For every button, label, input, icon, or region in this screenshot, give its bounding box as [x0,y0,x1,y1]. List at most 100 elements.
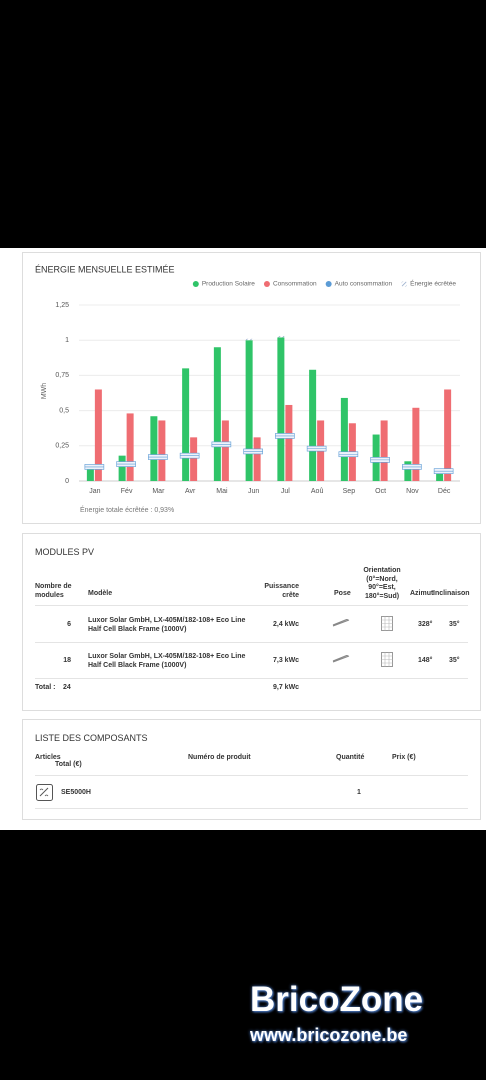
cell: 2,4 kWc [273,621,300,628]
legend-label: Consommation [273,281,317,288]
cell: 328° [418,621,433,628]
divider [35,808,468,809]
column-header: Orientation (0°=Nord, 90°=Est, 180°=Sud) [363,567,401,600]
x-tick-label: Sep [343,488,356,495]
watermark-brand: BricoZone [250,980,424,1019]
consumption-bar [221,420,229,481]
total-label: Total : [35,684,56,691]
production-bar [182,368,190,481]
column-header: Total (€) [55,761,82,768]
cell: Luxor Solar GmbH, LX-405M/182-108+ Eco L… [88,617,246,633]
legend-swatch [401,281,408,287]
self-consumption-mark [179,452,200,459]
consumption-bar [190,437,198,481]
consumption-bar [444,389,452,481]
cell: 1 [357,789,361,796]
panel-icon [381,616,393,631]
chart-title: ÉNERGIE MENSUELLE ESTIMÉE [35,264,175,274]
legend-swatch [192,281,199,287]
cell: 148° [418,657,433,664]
y-tick-label: 1 [65,337,69,344]
production-bar [245,340,253,481]
y-tick-label: 0 [65,478,69,485]
column-header: Prix (€) [392,754,416,761]
y-tick-label: 1,25 [55,302,69,309]
components-card: LISTE DES COMPOSANTS Articles Numéro de … [22,719,481,820]
modules-card: MODULES PV Nombre de modules Modèle Puis… [22,533,481,711]
self-consumption-mark [116,461,136,467]
cell: 18 [63,657,71,664]
legend-label: Énergie écrêtée [410,279,456,288]
self-consumption-mark [306,445,327,452]
x-tick-label: Aoû [311,488,324,495]
production-bar [150,416,158,481]
self-consumption-mark [370,457,390,463]
production-bar [340,397,348,481]
column-header: Articles [35,754,61,761]
x-tick-label: Jun [248,488,259,495]
consumption-bar [94,389,102,481]
x-tick-label: Nov [406,488,419,495]
divider [35,642,468,643]
consumption-bar [158,420,166,481]
x-tick-label: Jul [281,488,290,495]
annotation: Énergie totale écrêtée : 0,93% [80,505,174,514]
column-header: Quantité [336,754,365,761]
panel-icon [381,652,393,667]
y-axis-label: MWh [41,383,48,399]
inverter-icon [36,784,53,801]
total-count: 24 [63,684,71,691]
consumption-bar [253,437,261,481]
consumption-bar [412,407,420,481]
production-bar [309,369,317,481]
section-title: MODULES PV [35,547,95,557]
y-tick-label: 0,5 [59,407,69,414]
divider [35,678,468,679]
watermark-url: www.bricozone.be [250,1025,408,1045]
production-bar [213,347,221,481]
x-tick-label: Avr [185,488,196,495]
self-consumption-mark [148,454,168,460]
legend-swatch [325,281,332,287]
clipped-segment [245,338,253,341]
production-bar [277,337,285,481]
production-bar [86,466,94,481]
section-title: LISTE DES COMPOSANTS [35,733,148,743]
self-consumption-mark [243,448,263,455]
x-tick-label: Mar [152,488,165,495]
self-consumption-mark [338,451,359,458]
column-header: Modèle [88,590,113,597]
y-tick-label: 0,25 [55,443,69,450]
self-consumption-mark [433,468,454,474]
self-consumption-mark [211,441,232,448]
cell: 7,3 kWc [273,657,300,664]
self-consumption-mark [84,464,105,470]
production-bar [436,471,444,481]
x-tick-label: Mai [216,488,228,495]
column-header: Inclinaison [433,590,470,597]
chart-card: ÉNERGIE MENSUELLE ESTIMÉE MWh Énergie to… [22,252,481,524]
chart: ÉNERGIE MENSUELLE ESTIMÉE MWh Énergie to… [35,264,460,514]
pose-icon [332,619,350,627]
x-tick-label: Oct [375,488,386,495]
column-header: Puissance crête [264,583,299,599]
cell: 35° [449,621,460,628]
column-header: Nombre de modules [35,583,72,599]
clipped-segment [277,335,285,338]
column-header: Azimut [410,590,434,597]
x-tick-label: Jan [89,488,100,495]
cell: 6 [67,621,71,628]
column-header: Pose [334,590,351,597]
cell: 35° [449,657,460,664]
production-bar [118,455,126,481]
legend-label: Production Solaire [202,281,255,288]
divider [35,605,468,606]
divider [35,775,468,776]
x-tick-label: Fév [121,488,133,495]
self-consumption-mark [275,433,295,439]
legend-swatch [263,281,270,287]
y-tick-label: 0,75 [55,372,69,379]
column-header: Numéro de produit [188,754,251,761]
pose-icon [332,655,350,663]
